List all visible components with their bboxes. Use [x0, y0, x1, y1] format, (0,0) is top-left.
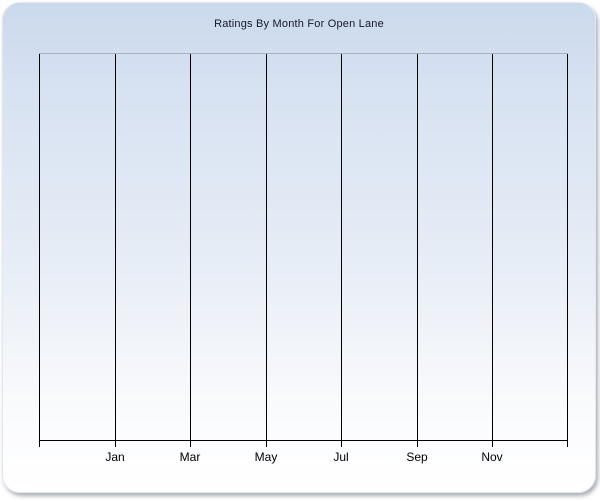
gridline [266, 54, 267, 440]
x-axis-tick [190, 440, 191, 447]
gridline [341, 54, 342, 440]
x-axis-tick-label: May [254, 450, 278, 464]
x-axis-tick [492, 440, 493, 447]
x-axis-tick-label: Jul [333, 450, 349, 464]
gridline [567, 54, 568, 440]
x-axis-tick [341, 440, 342, 447]
x-axis-tick-label: Nov [481, 450, 503, 464]
gridline [115, 54, 116, 440]
x-axis-tick-label: Jan [105, 450, 125, 464]
gridline [190, 54, 191, 440]
chart-panel: Ratings By Month For Open Lane Jan Mar May… [2, 2, 596, 493]
x-axis-tick-label: Sep [406, 450, 428, 464]
x-axis-tick-label: Mar [179, 450, 201, 464]
gridline [417, 54, 418, 440]
x-axis-labels: Jan Mar May Jul Sep Nov [39, 450, 568, 466]
x-axis-tick [115, 440, 116, 447]
chart-title: Ratings By Month For Open Lane [214, 18, 384, 30]
gridline [39, 54, 40, 440]
x-axis-tick [39, 440, 40, 447]
gridline [492, 54, 493, 440]
x-axis-tick [266, 440, 267, 447]
x-axis-tick [417, 440, 418, 447]
x-axis-tick [567, 440, 568, 447]
plot-area [39, 53, 568, 441]
x-axis-ticks [39, 440, 568, 448]
